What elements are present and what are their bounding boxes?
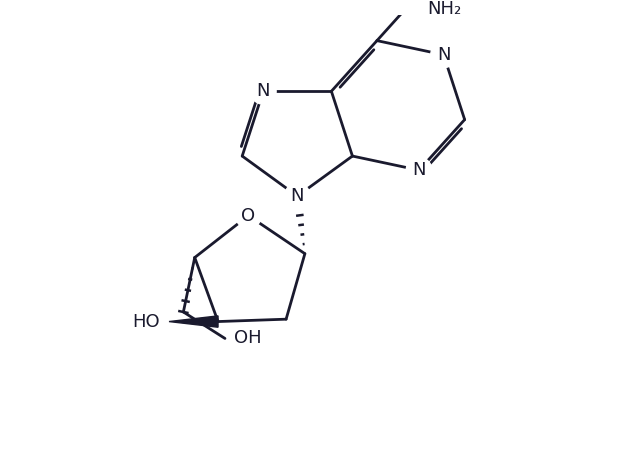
Circle shape [236,203,261,228]
Text: N: N [437,46,451,64]
Circle shape [431,42,456,68]
Text: N: N [257,82,270,100]
Text: OH: OH [234,329,262,347]
Text: N: N [412,161,426,179]
Text: O: O [241,207,255,225]
Circle shape [284,183,310,209]
Text: NH₂: NH₂ [427,0,461,18]
Text: HO: HO [132,313,160,330]
Polygon shape [169,316,218,327]
Circle shape [406,157,432,183]
Text: N: N [291,187,304,205]
Circle shape [250,78,276,104]
